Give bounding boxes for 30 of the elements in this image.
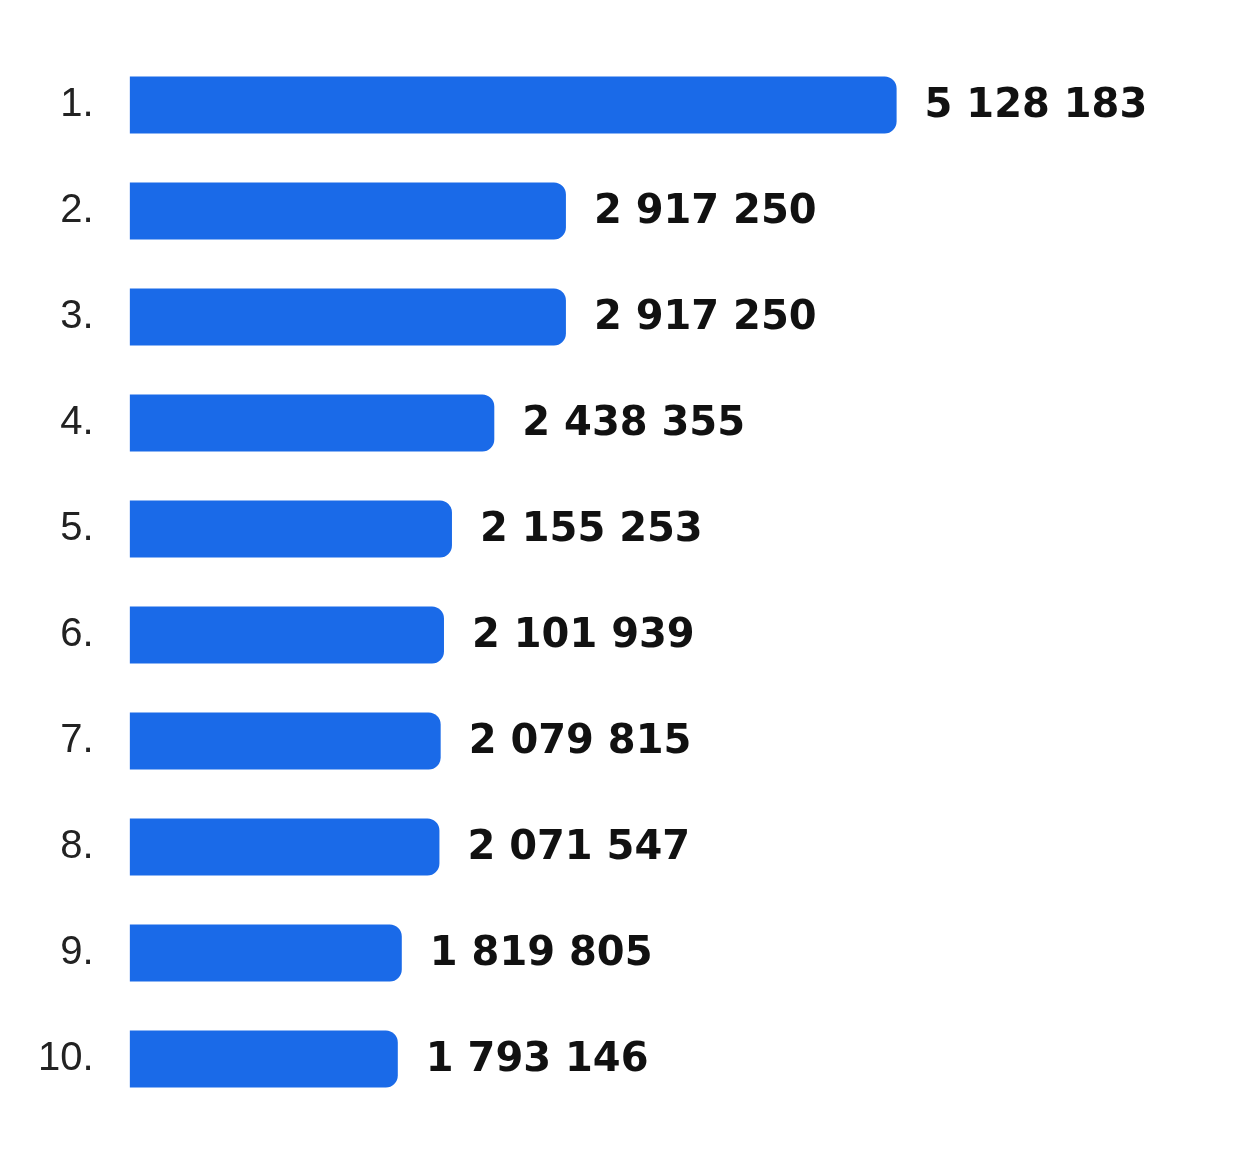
- data-label: 2 079 815: [468, 716, 692, 763]
- data-label: 5 128 183: [924, 80, 1148, 127]
- bar: [129, 606, 444, 664]
- y-tick-label: 6.: [60, 610, 94, 655]
- data-label: 2 155 253: [479, 504, 703, 551]
- y-tick-label: 5.: [60, 504, 94, 549]
- bar: [129, 712, 441, 770]
- data-label: 2 917 250: [593, 186, 817, 233]
- bar: [129, 1030, 398, 1088]
- data-label: 1 819 805: [429, 928, 653, 975]
- data-label: 2 101 939: [471, 610, 695, 657]
- y-tick-label: 7.: [60, 716, 94, 761]
- y-tick-label: 8.: [60, 822, 94, 867]
- data-label: 2 917 250: [593, 292, 817, 339]
- data-label: 2 071 547: [467, 822, 691, 869]
- bar: [129, 924, 402, 982]
- y-tick-label: 10.: [38, 1034, 94, 1079]
- bar: [129, 500, 452, 558]
- y-tick-label: 2.: [60, 186, 94, 231]
- y-tick-label: 3.: [60, 292, 94, 337]
- y-tick-label: 9.: [60, 928, 94, 973]
- bar: [129, 76, 897, 134]
- bar: [129, 818, 440, 876]
- y-tick-label: 4.: [60, 398, 94, 443]
- data-label: 2 438 355: [522, 398, 745, 445]
- data-label: 1 793 146: [425, 1034, 649, 1081]
- bar: [129, 394, 495, 452]
- bar: [129, 182, 566, 240]
- y-tick-label: 1.: [60, 80, 94, 125]
- bar: [129, 288, 566, 346]
